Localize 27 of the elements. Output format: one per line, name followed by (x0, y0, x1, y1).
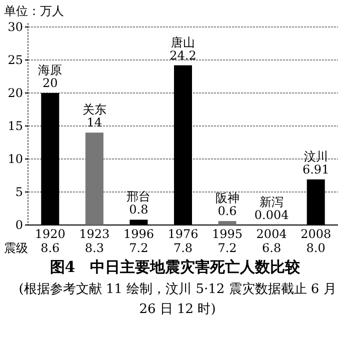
x-tick-label: 1920 8.6 (34, 227, 66, 255)
y-tick-label: 20 (8, 86, 23, 100)
text: (根据参考文献 11 绘制，汶川 5·12 震灾数据截止 6 月 26 日 12 时) (18, 281, 338, 319)
y-tick-label: 0 (15, 218, 23, 232)
data-label: 汶川 6.91 (302, 149, 330, 176)
data-label: 唐山 24.2 (170, 35, 196, 62)
x-tick-label: 1995 7.2 (212, 227, 243, 255)
x-tick-label: 2004 6.8 (256, 227, 288, 255)
data-label: 海原 20 (38, 63, 62, 90)
data-label: 新泻 0.004 (254, 194, 290, 222)
x-tick-label: 1923 8.3 (79, 227, 110, 255)
data-label: 关东 14 (82, 102, 106, 130)
y-tick-label: 25 (8, 53, 23, 67)
x-tick-label: 1976 7.8 (168, 227, 198, 255)
bar (85, 132, 104, 225)
y-axis-title: 单位：万人 (4, 4, 64, 18)
x-tick-label: 1996 7.2 (123, 227, 154, 255)
y-tick-label: 5 (15, 185, 23, 199)
y-tick-label: 15 (8, 119, 23, 133)
data-label: 邢台 0.8 (126, 190, 151, 217)
x-tick-label: 2008 8.0 (300, 227, 332, 255)
bar (218, 221, 236, 225)
y-tick-label: 30 (8, 20, 23, 34)
data-label: 阪神 0.6 (215, 191, 240, 218)
text: 图4 中日主要地震灾害死亡人数比较 (50, 258, 302, 276)
y-tick-label: 10 (8, 152, 23, 166)
text: 震级 (4, 241, 28, 255)
